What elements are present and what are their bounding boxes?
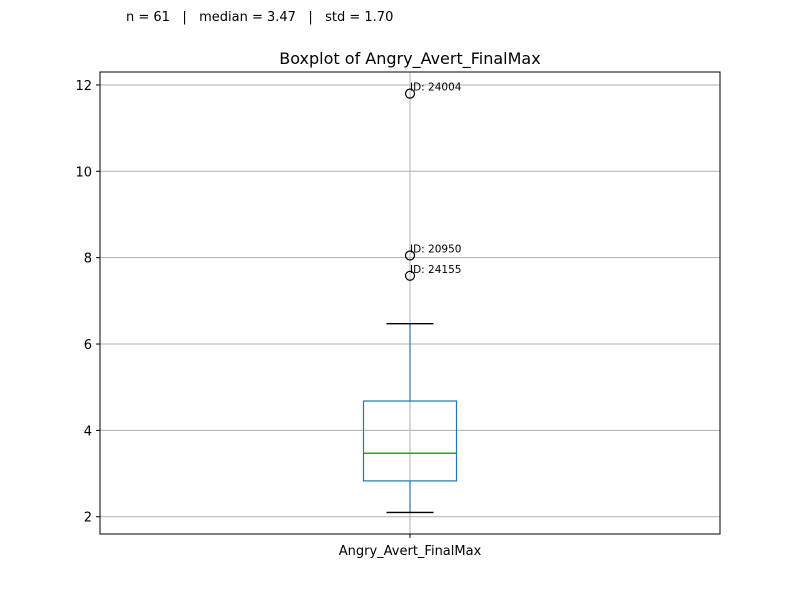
y-tick-label: 12 (75, 79, 92, 94)
x-tick-label: Angry_Avert_FinalMax (339, 544, 482, 559)
y-tick-label: 2 (84, 511, 92, 526)
y-tick-label: 10 (75, 165, 92, 180)
y-tick-label: 6 (84, 338, 92, 353)
outlier-label: ID: 24155 (410, 264, 461, 276)
outlier-point (404, 270, 416, 281)
y-tick-label: 8 (84, 252, 92, 267)
chart-title: Boxplot of Angry_Avert_FinalMax (279, 49, 540, 69)
outlier-point (404, 88, 416, 99)
axis-layer: 2 4 6 8 10 12 (75, 79, 411, 538)
outlier-label: ID: 24004 (410, 82, 462, 94)
y-tick-label: 4 (84, 424, 92, 439)
stats-summary: n = 61 | median = 3.47 | std = 1.70 (126, 10, 394, 25)
outlier-label: ID: 20950 (410, 244, 461, 256)
outlier-point (404, 250, 416, 261)
iqr-box (362, 400, 458, 482)
grid-layer (100, 72, 720, 534)
marks-layer: ID: 24004 ID: 20950 ID: 24155 (362, 82, 462, 514)
